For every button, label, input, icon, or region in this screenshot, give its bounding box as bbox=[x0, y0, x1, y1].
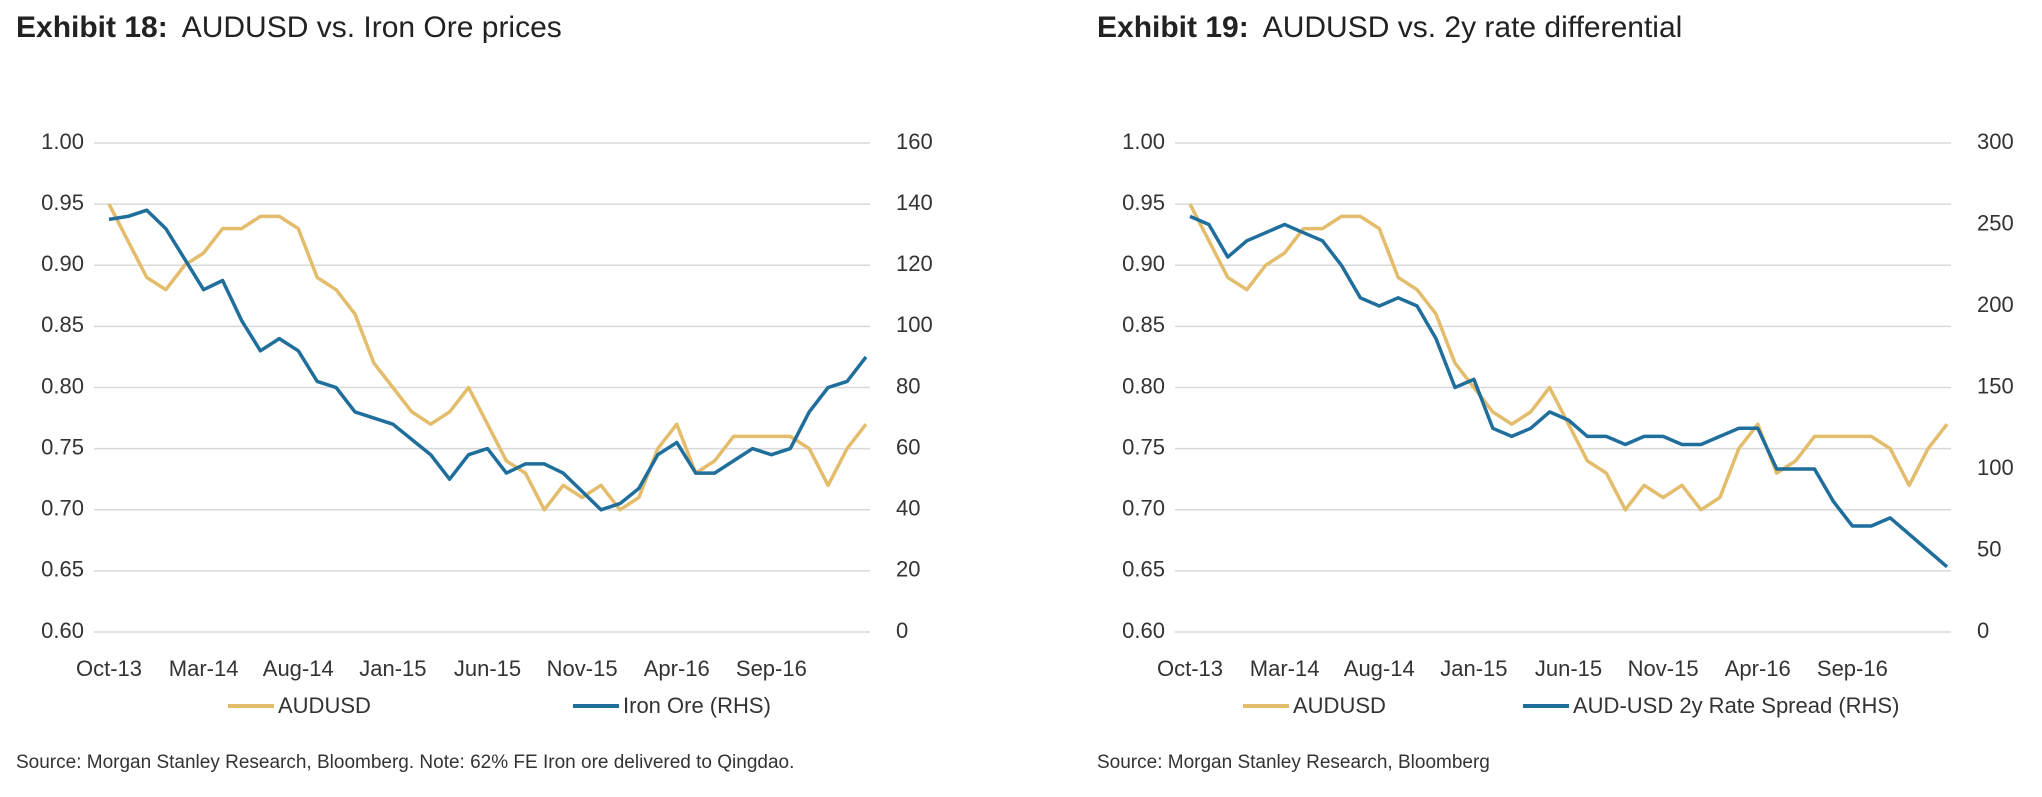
x-tick-label: Sep-16 bbox=[736, 656, 807, 681]
series-line bbox=[107, 203, 868, 512]
title-text: AUDUSD vs. Iron Ore prices bbox=[182, 11, 562, 44]
y-tick-label: 0.95 bbox=[1122, 190, 1165, 215]
chart-title: Exhibit 19: AUDUSD vs. 2y rate differenti… bbox=[1097, 11, 1682, 44]
legend-label: AUD-USD 2y Rate Spread (RHS) bbox=[1573, 693, 1899, 718]
series-line bbox=[1189, 214, 1949, 569]
y2-tick-label: 50 bbox=[1977, 536, 2001, 561]
y-tick-label: 0.80 bbox=[1122, 373, 1165, 398]
y2-tick-label: 0 bbox=[896, 618, 908, 643]
y-tick-label: 1.00 bbox=[41, 129, 84, 154]
y-tick-label: 0.85 bbox=[1122, 312, 1165, 337]
y2-tick-label: 300 bbox=[1977, 129, 2014, 154]
x-tick-label: Aug-14 bbox=[263, 656, 334, 681]
y2-tick-label: 0 bbox=[1977, 618, 1989, 643]
x-tick-label: Oct-13 bbox=[76, 656, 142, 681]
x-tick-label: Jan-15 bbox=[1440, 656, 1507, 681]
y-tick-label: 0.60 bbox=[41, 618, 84, 643]
y2-tick-label: 80 bbox=[896, 373, 920, 398]
y-tick-label: 0.65 bbox=[1122, 557, 1165, 582]
y2-tick-label: 200 bbox=[1977, 292, 2014, 317]
y2-tick-label: 40 bbox=[896, 496, 920, 521]
x-tick-label: Nov-15 bbox=[1628, 656, 1699, 681]
x-tick-label: Mar-14 bbox=[169, 656, 239, 681]
y-tick-label: 0.75 bbox=[1122, 434, 1165, 459]
y2-tick-label: 60 bbox=[896, 434, 920, 459]
legend-label: AUDUSD bbox=[278, 693, 371, 718]
y2-tick-label: 100 bbox=[896, 312, 933, 337]
y-tick-label: 0.75 bbox=[41, 434, 84, 459]
y2-tick-label: 250 bbox=[1977, 210, 2014, 235]
x-tick-label: Apr-16 bbox=[1725, 656, 1791, 681]
y-tick-label: 0.90 bbox=[1122, 251, 1165, 276]
y2-tick-label: 120 bbox=[896, 251, 933, 276]
y-tick-label: 0.85 bbox=[41, 312, 84, 337]
y2-tick-label: 150 bbox=[1977, 373, 2014, 398]
source-note: Source: Morgan Stanley Research, Bloombe… bbox=[1097, 752, 1490, 773]
x-tick-label: Mar-14 bbox=[1250, 656, 1320, 681]
x-tick-label: Oct-13 bbox=[1157, 656, 1223, 681]
y-tick-label: 0.70 bbox=[1122, 496, 1165, 521]
exhibit-label: Exhibit 18: bbox=[16, 11, 168, 44]
y-tick-label: 1.00 bbox=[1122, 129, 1165, 154]
y-tick-label: 0.70 bbox=[41, 496, 84, 521]
legend-label: AUDUSD bbox=[1293, 693, 1386, 718]
x-tick-label: Jan-15 bbox=[359, 656, 426, 681]
exhibit-label: Exhibit 19: bbox=[1097, 11, 1249, 44]
title-text: AUDUSD vs. 2y rate differential bbox=[1263, 11, 1683, 44]
y-tick-label: 0.65 bbox=[41, 557, 84, 582]
source-note: Source: Morgan Stanley Research, Bloombe… bbox=[16, 752, 794, 773]
y2-tick-label: 160 bbox=[896, 129, 933, 154]
x-tick-label: Jun-15 bbox=[454, 656, 521, 681]
series-line bbox=[108, 208, 868, 512]
chart-title: Exhibit 18: AUDUSD vs. Iron Ore prices bbox=[16, 11, 562, 44]
y-tick-label: 0.95 bbox=[41, 190, 84, 215]
x-tick-label: Jun-15 bbox=[1535, 656, 1602, 681]
x-tick-label: Sep-16 bbox=[1817, 656, 1888, 681]
y-tick-label: 0.80 bbox=[41, 373, 84, 398]
x-tick-label: Apr-16 bbox=[644, 656, 710, 681]
y-tick-label: 0.90 bbox=[41, 251, 84, 276]
y-tick-label: 0.60 bbox=[1122, 618, 1165, 643]
y2-tick-label: 140 bbox=[896, 190, 933, 215]
y2-tick-label: 100 bbox=[1977, 455, 2014, 480]
x-tick-label: Aug-14 bbox=[1344, 656, 1415, 681]
series-line bbox=[1188, 203, 1949, 512]
legend-label: Iron Ore (RHS) bbox=[623, 693, 771, 718]
y2-tick-label: 20 bbox=[896, 557, 920, 582]
x-tick-label: Nov-15 bbox=[547, 656, 618, 681]
